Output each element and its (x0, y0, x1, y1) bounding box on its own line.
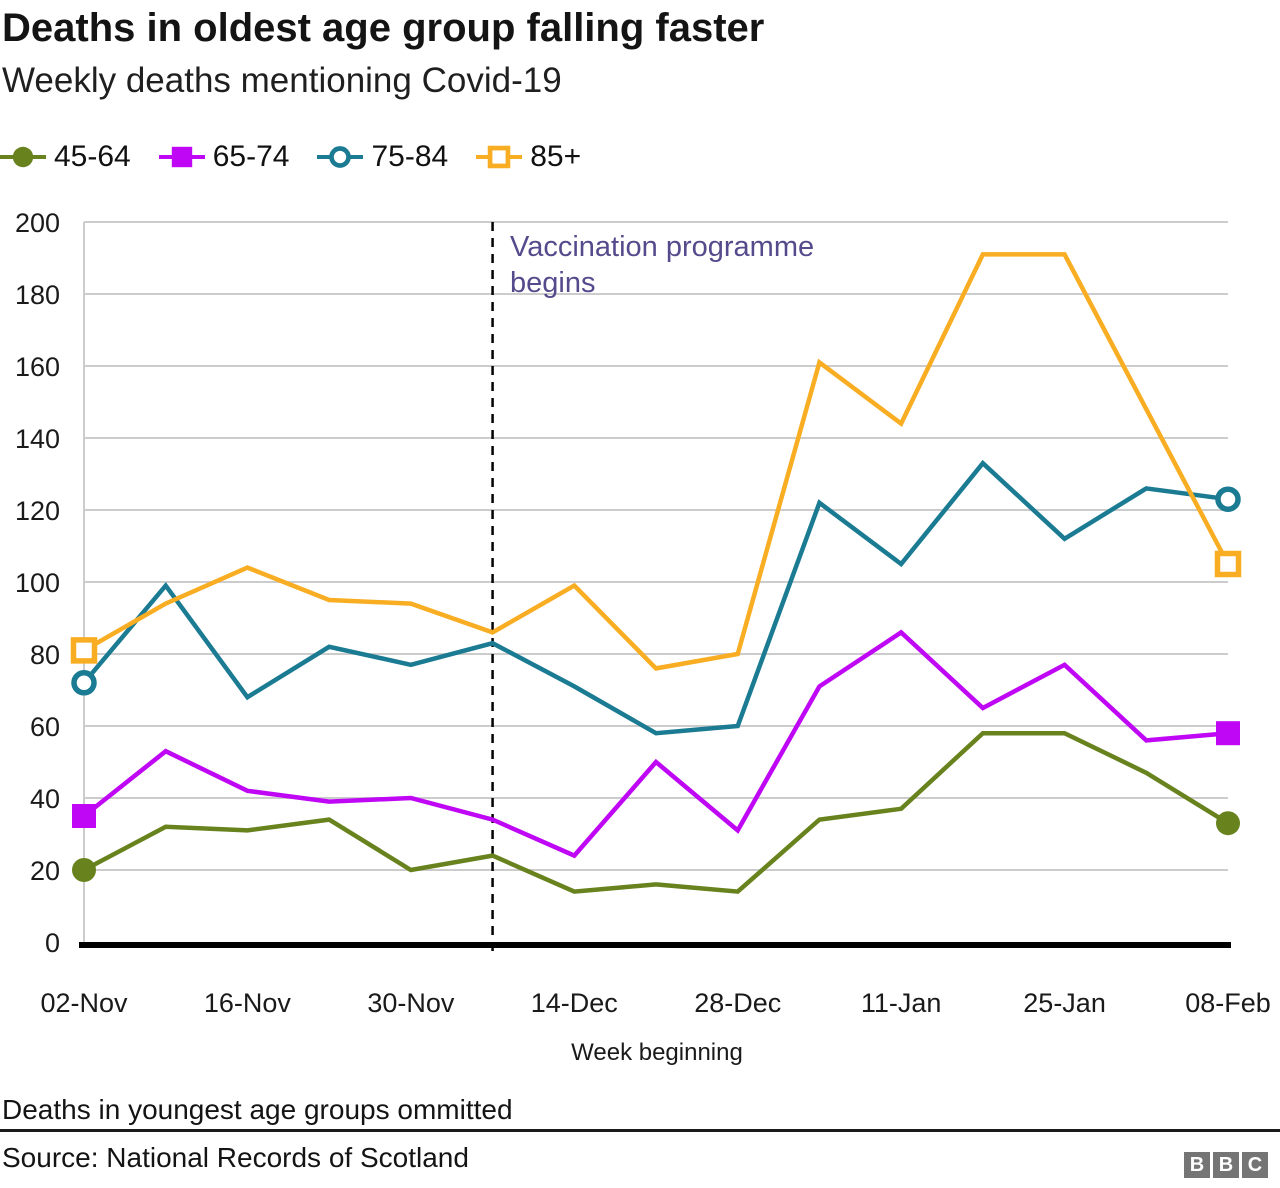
plot-area: 0 20 40 60 80 100 120 140 160 180 200 02-Nov 16-Nov 3… (15, 208, 1271, 1018)
y-tick-label: 100 (15, 568, 60, 598)
bbc-logo-letter: B (1213, 1152, 1239, 1178)
legend-label: 45-64 (54, 140, 131, 173)
open-circle-marker (1215, 486, 1241, 512)
filled-square-marker (1216, 721, 1240, 746)
filled-square-marker (72, 804, 96, 828)
filled-circle-marker (1216, 811, 1240, 836)
bbc-logo-letter: B (1184, 1152, 1210, 1178)
series-line-85+ (82, 252, 1230, 671)
divider (0, 1129, 1280, 1132)
y-tick-label: 60 (30, 712, 60, 742)
legend-item-45-64: 45-64 (0, 140, 131, 174)
footnote: Deaths in youngest age groups ommitted (2, 1094, 513, 1125)
y-tick-label: 200 (15, 208, 60, 238)
open-circle-icon (317, 146, 364, 168)
legend: 45-64 65-74 75-84 85+ (0, 140, 609, 174)
series-line-45-64 (82, 730, 1230, 894)
x-tick-label: 28-Dec (694, 988, 781, 1018)
bbc-logo-letter: C (1242, 1152, 1268, 1178)
y-tick-label: 160 (15, 352, 60, 382)
y-tick-label: 140 (15, 424, 60, 454)
annotation-line-2: begins (510, 267, 595, 299)
open-square-marker (1214, 550, 1242, 578)
annotation-line-1: Vaccination programme (510, 231, 814, 263)
x-tick-label: 16-Nov (204, 988, 292, 1018)
filled-square-marker (171, 146, 192, 168)
page-title: Deaths in oldest age group falling faste… (2, 6, 765, 50)
y-tick-label: 40 (30, 784, 60, 814)
line-chart: 0 20 40 60 80 100 120 140 160 180 200 02-Nov 16-Nov 3… (15, 208, 1271, 1066)
source-credit: Source: National Records of Scotland (2, 1142, 469, 1173)
legend-item-65-74: 65-74 (158, 140, 290, 174)
open-square-marker (70, 637, 98, 664)
filled-circle-marker (72, 858, 96, 882)
legend-label: 75-84 (371, 140, 449, 173)
open-circle-marker (329, 146, 352, 168)
y-tick-label: 120 (15, 496, 60, 526)
y-tick-label: 180 (15, 280, 60, 310)
x-axis-title: Week beginning (571, 1039, 743, 1066)
open-square-marker (487, 145, 511, 169)
filled-circle-icon (0, 146, 46, 168)
y-tick-label: 20 (30, 856, 60, 886)
x-tick-label: 14-Dec (531, 988, 618, 1018)
bbc-logo: B B C (1184, 1152, 1268, 1178)
series-line-65-74 (82, 629, 1229, 859)
open-circle-marker (71, 670, 97, 696)
x-tick-label: 02-Nov (40, 988, 128, 1018)
legend-label: 65-74 (212, 140, 290, 173)
open-square-icon (476, 145, 523, 169)
y-tick-label: 80 (30, 640, 60, 670)
legend-item-75-84: 75-84 (317, 140, 448, 174)
y-tick-label: 0 (45, 928, 60, 958)
filled-square-icon (158, 146, 205, 168)
filled-circle-marker (12, 146, 34, 168)
x-tick-label: 25-Jan (1023, 988, 1106, 1018)
x-tick-label: 08-Feb (1185, 988, 1271, 1018)
legend-label: 85+ (530, 140, 582, 173)
x-tick-label: 11-Jan (861, 988, 942, 1018)
page-subtitle: Weekly deaths mentioning Covid-19 (2, 61, 562, 100)
legend-item-85+: 85+ (476, 140, 581, 174)
x-tick-label: 30-Nov (367, 988, 455, 1018)
series-line-75-84 (82, 459, 1229, 736)
